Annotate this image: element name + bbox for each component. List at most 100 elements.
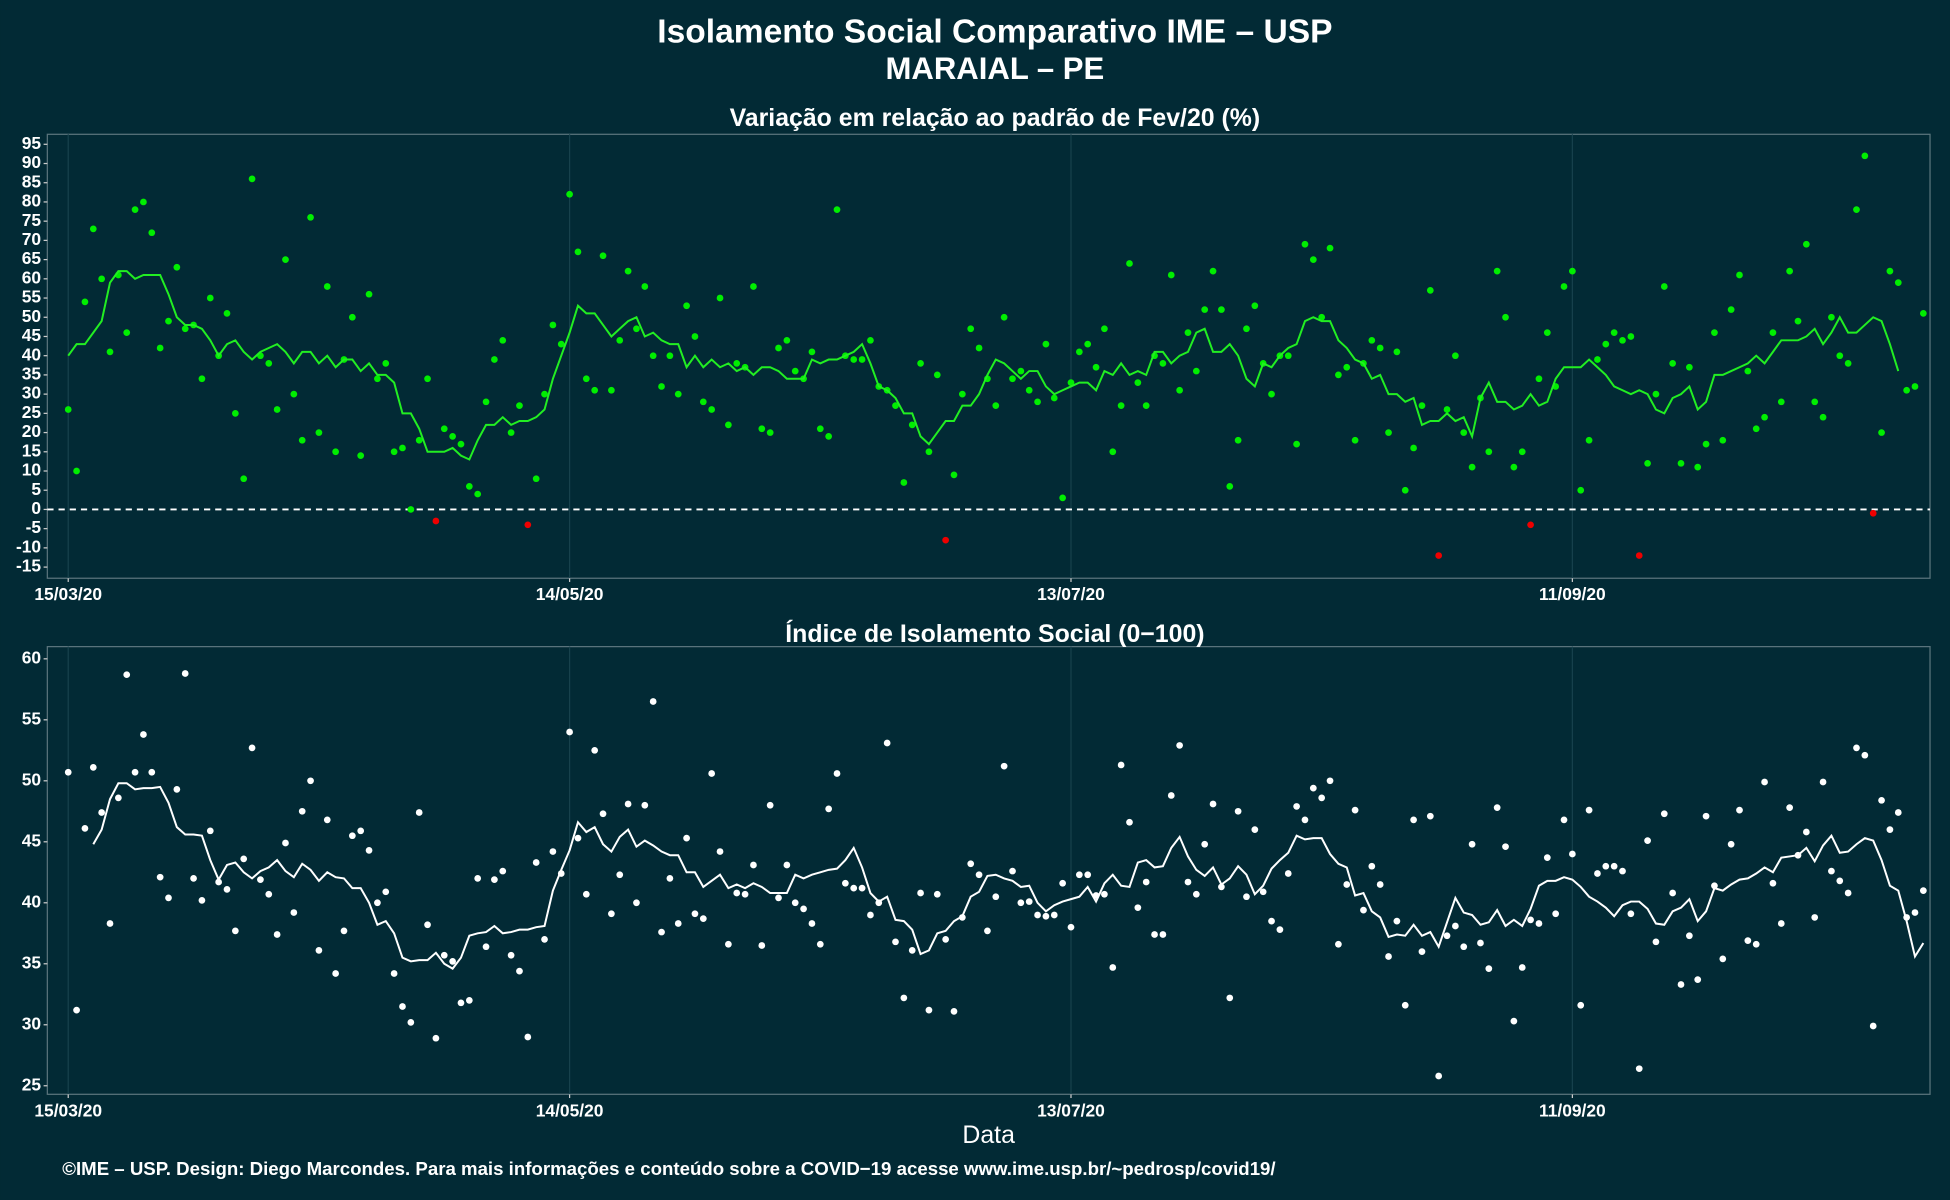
- data-point: [1686, 363, 1693, 371]
- data-point: [148, 229, 156, 237]
- data-point: [1919, 887, 1927, 894]
- data-point: [1694, 463, 1702, 471]
- data-point: [1000, 762, 1008, 770]
- data-point: [332, 970, 339, 977]
- data-point: [407, 506, 415, 513]
- data-point: [1050, 911, 1058, 919]
- data-point: [1435, 552, 1443, 559]
- data-point: [1460, 943, 1468, 951]
- data-point: [140, 198, 147, 206]
- data-point: [842, 879, 849, 887]
- data-point: [1301, 240, 1309, 248]
- data-point: [1025, 898, 1033, 905]
- data-point: [1134, 379, 1142, 386]
- data-point: [1569, 850, 1576, 858]
- y-tick-label: 70: [22, 229, 41, 249]
- data-point: [1719, 436, 1727, 444]
- y-tick-label: 55: [22, 708, 42, 728]
- data-point: [574, 248, 582, 256]
- data-point: [365, 846, 373, 854]
- y-tick-label: 30: [22, 1013, 41, 1033]
- data-point: [1602, 340, 1610, 348]
- y-tick-label: 35: [22, 364, 42, 384]
- data-point: [900, 479, 908, 486]
- data-point: [532, 475, 540, 483]
- data-point: [1443, 406, 1451, 413]
- data-point: [900, 994, 908, 1002]
- y-tick-label: 60: [22, 647, 41, 667]
- trend-line: [92, 782, 1925, 970]
- data-point: [624, 267, 632, 275]
- data-point: [783, 336, 791, 344]
- data-point: [1861, 751, 1869, 759]
- data-point: [1878, 429, 1885, 436]
- data-point: [165, 317, 172, 325]
- data-point: [115, 794, 122, 802]
- data-point: [282, 839, 289, 847]
- data-point: [106, 348, 114, 356]
- data-point: [1184, 329, 1192, 336]
- data-point: [98, 809, 106, 816]
- data-point: [1176, 386, 1183, 394]
- data-point: [1844, 360, 1852, 367]
- data-point: [716, 294, 724, 302]
- data-point: [1802, 240, 1810, 248]
- data-point: [766, 801, 774, 809]
- data-point: [1660, 283, 1668, 290]
- data-point: [950, 471, 958, 479]
- data-point: [1209, 800, 1217, 808]
- data-point: [791, 367, 799, 375]
- data-point: [248, 175, 256, 183]
- data-point: [323, 816, 331, 824]
- data-point: [574, 834, 582, 842]
- data-point: [1000, 313, 1008, 321]
- data-point: [1911, 383, 1919, 390]
- data-point: [1777, 920, 1785, 927]
- data-point: [1075, 871, 1083, 879]
- data-point: [566, 728, 573, 736]
- data-point: [382, 888, 390, 896]
- data-point: [942, 936, 950, 943]
- data-point: [1351, 806, 1359, 814]
- data-point: [1677, 981, 1685, 988]
- data-point: [1468, 840, 1476, 848]
- data-point: [1452, 352, 1459, 360]
- data-point: [1502, 313, 1509, 321]
- data-point: [1218, 306, 1225, 313]
- data-point: [566, 190, 573, 198]
- data-point: [181, 325, 189, 333]
- data-point: [1251, 302, 1259, 310]
- x-tick-label: 15/03/20: [34, 1100, 102, 1120]
- data-point: [1786, 267, 1793, 275]
- data-point: [307, 213, 314, 221]
- data-point: [89, 764, 97, 771]
- data-point: [1752, 425, 1760, 433]
- data-point: [1786, 804, 1793, 812]
- data-point: [1009, 375, 1016, 383]
- data-point: [933, 890, 941, 898]
- data-point: [1510, 1017, 1518, 1025]
- data-point: [449, 433, 456, 440]
- data-point: [1192, 367, 1200, 375]
- data-point: [1309, 256, 1317, 263]
- data-point: [1894, 279, 1902, 287]
- data-point: [1418, 402, 1426, 410]
- data-point: [1794, 317, 1802, 325]
- data-point: [917, 889, 924, 897]
- data-point: [1084, 871, 1092, 879]
- y-tick-label: 80: [22, 191, 41, 211]
- data-point: [1410, 444, 1417, 452]
- data-point: [1117, 761, 1125, 769]
- data-point: [415, 809, 423, 816]
- x-tick-label: 11/09/20: [1539, 1100, 1606, 1120]
- data-point: [123, 671, 131, 679]
- data-point: [1577, 1001, 1585, 1009]
- data-point: [1243, 893, 1250, 901]
- data-point: [516, 402, 523, 410]
- data-point: [499, 336, 507, 344]
- data-point: [1435, 1072, 1443, 1080]
- data-point: [1853, 206, 1860, 213]
- data-point: [390, 448, 398, 456]
- data-point: [1201, 306, 1209, 313]
